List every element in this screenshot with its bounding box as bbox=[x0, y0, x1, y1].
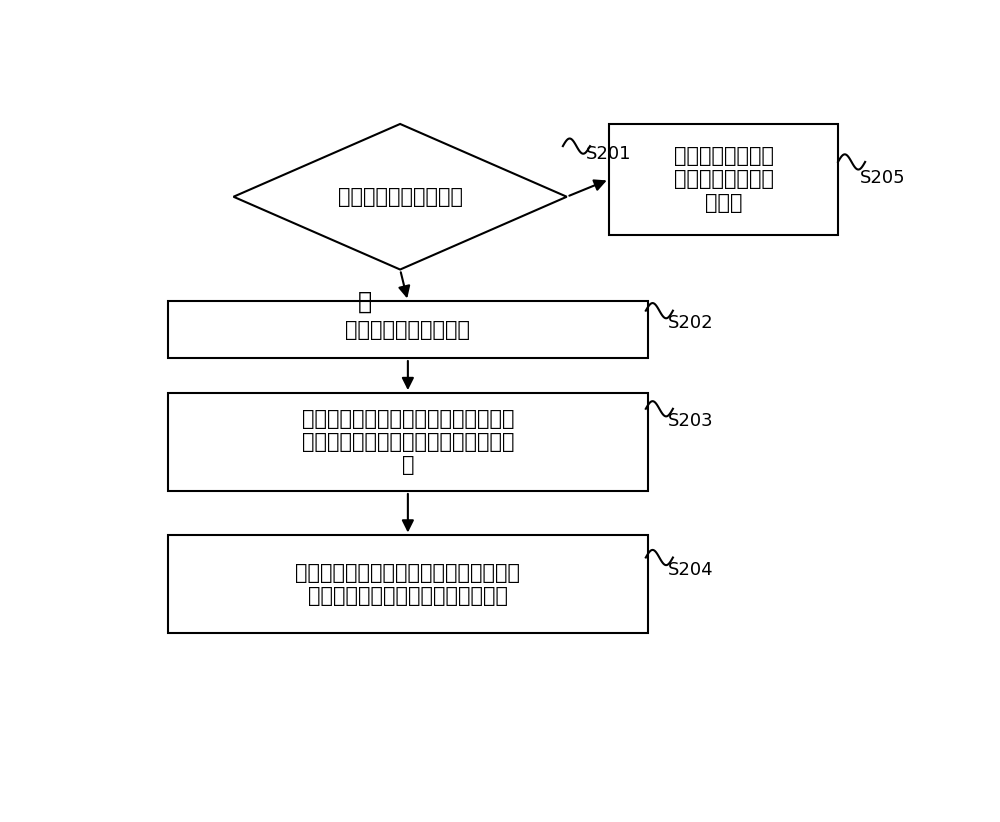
Text: S201: S201 bbox=[586, 145, 632, 163]
Text: 是: 是 bbox=[358, 290, 372, 314]
Text: 从所述日志内容日志中解析出一段时间
内所述文件系统所发生的变化的相关信
息: 从所述日志内容日志中解析出一段时间 内所述文件系统所发生的变化的相关信 息 bbox=[302, 409, 514, 475]
Text: 基于所解析出的所述变化的相关信息，以
增量的方式生成所述文件系统的索引: 基于所解析出的所述变化的相关信息，以 增量的方式生成所述文件系统的索引 bbox=[295, 563, 520, 606]
Text: 判断是否满足预设条件: 判断是否满足预设条件 bbox=[338, 187, 463, 207]
FancyBboxPatch shape bbox=[168, 393, 648, 491]
FancyBboxPatch shape bbox=[168, 535, 648, 634]
Polygon shape bbox=[234, 124, 567, 270]
Text: S202: S202 bbox=[668, 314, 713, 332]
Text: 判断是否满足预设条件: 判断是否满足预设条件 bbox=[345, 320, 470, 339]
Text: 扫描整个文件系统
，以全量的方式生
成索引: 扫描整个文件系统 ，以全量的方式生 成索引 bbox=[674, 146, 774, 213]
FancyBboxPatch shape bbox=[168, 301, 648, 358]
Text: S205: S205 bbox=[860, 169, 905, 187]
Text: S203: S203 bbox=[668, 413, 713, 431]
Text: S204: S204 bbox=[668, 561, 713, 580]
FancyBboxPatch shape bbox=[609, 124, 838, 235]
